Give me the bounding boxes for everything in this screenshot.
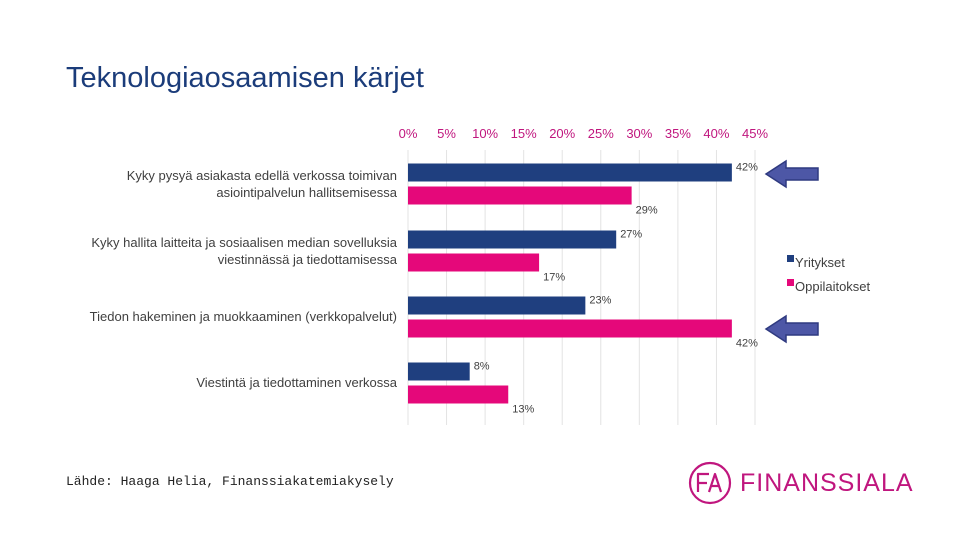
data-label: 29% — [636, 205, 658, 217]
category-label: Viestintä ja tiedottaminen verkossa — [196, 375, 397, 390]
arrow-icon — [764, 159, 819, 189]
bar-yritykset — [408, 362, 470, 381]
x-tick-label: 40% — [703, 126, 729, 141]
bar-yritykset — [408, 163, 732, 182]
x-tick-label: 15% — [511, 126, 537, 141]
fa-logo-icon — [688, 461, 732, 505]
x-tick-label: 20% — [549, 126, 575, 141]
data-label: 42% — [736, 338, 758, 350]
bars — [408, 163, 732, 404]
bar-oppilaitokset — [408, 385, 509, 404]
category-label: Tiedon hakeminen ja muokkaaminen (verkko… — [90, 309, 397, 324]
x-tick-label: 30% — [626, 126, 652, 141]
annotation-arrows — [764, 159, 819, 344]
category-label: Kyky pysyä asiakasta edellä verkossa toi… — [127, 168, 398, 200]
data-label: 23% — [589, 295, 611, 307]
x-tick-label: 35% — [665, 126, 691, 141]
bar-oppilaitokset — [408, 253, 540, 272]
x-tick-label: 0% — [399, 126, 418, 141]
category-labels: Kyky pysyä asiakasta edellä verkossa toi… — [90, 168, 398, 390]
legend-swatch-oppilaitokset — [787, 279, 794, 286]
bar-oppilaitokset — [408, 319, 732, 338]
x-tick-label: 25% — [588, 126, 614, 141]
data-label: 8% — [474, 361, 490, 373]
x-tick-label: 10% — [472, 126, 498, 141]
category-label: Kyky hallita laitteita ja sosiaalisen me… — [91, 235, 397, 267]
bar-yritykset — [408, 296, 586, 315]
finanssiala-logo: FINANSSIALA — [688, 460, 914, 506]
source-note: Lähde: Haaga Helia, Finanssiakatemiakyse… — [66, 474, 394, 489]
data-label: 27% — [620, 229, 642, 241]
bar-yritykset — [408, 230, 617, 249]
legend-label: Yritykset — [795, 255, 845, 270]
legend-swatch-yritykset — [787, 255, 794, 262]
x-tick-label: 45% — [742, 126, 768, 141]
x-axis-ticks: 0% 5% 10% 15% 20% 25% 30% 35% 40% 45% — [399, 126, 769, 141]
data-label: 42% — [736, 162, 758, 174]
slide-title: Teknologiaosaamisen kärjet — [66, 62, 424, 94]
logo-text: FINANSSIALA — [740, 468, 914, 497]
data-label: 17% — [543, 272, 565, 284]
legend: Yritykset Oppilaitokset — [787, 255, 871, 294]
data-label: 13% — [512, 404, 534, 416]
x-tick-label: 5% — [437, 126, 456, 141]
legend-label: Oppilaitokset — [795, 279, 871, 294]
data-labels: 42% 29% 27% 17% 23% 42% 8% 13% — [474, 162, 758, 416]
arrow-icon — [764, 314, 819, 344]
bar-oppilaitokset — [408, 186, 632, 205]
